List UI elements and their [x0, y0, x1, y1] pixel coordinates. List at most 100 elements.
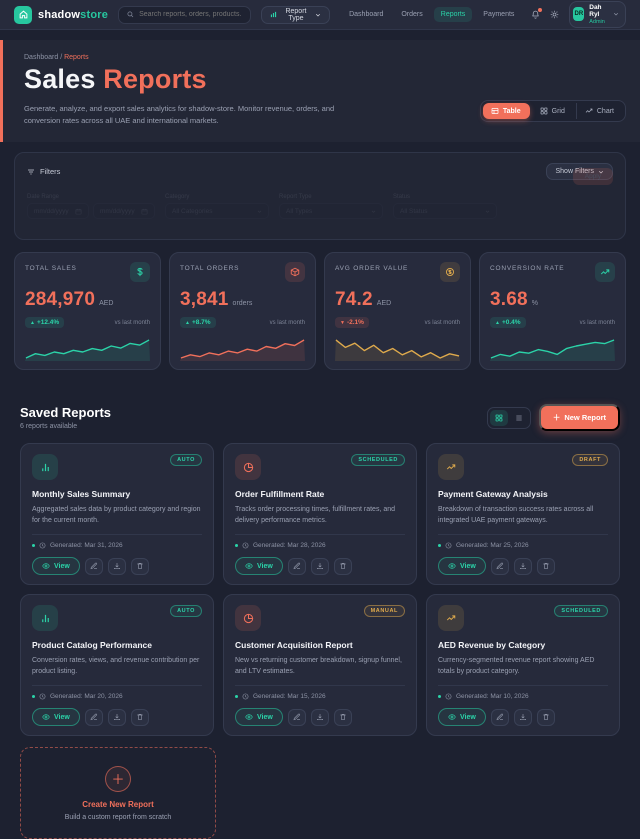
kpi-label: TOTAL SALES: [25, 265, 77, 273]
chevron-down-icon: [315, 12, 321, 18]
report-card: DRAFT Payment Gateway Analysis Breakdown…: [426, 443, 620, 586]
report-generated-meta: Generated: Mar 25, 2026: [438, 534, 608, 549]
view-toggle-chart[interactable]: Chart: [575, 103, 623, 120]
grid-icon: [540, 107, 548, 115]
report-description: Currency-segmented revenue report showin…: [438, 657, 595, 675]
pie-chart-icon: [235, 454, 261, 481]
edit-report-button[interactable]: [490, 557, 509, 575]
report-generated-meta: Generated: Mar 10, 2026: [438, 685, 608, 700]
kpi-stats-row: TOTAL SALES 284,970 AED ▲ +12.4% vs last …: [14, 252, 626, 371]
collapsed-filter-fields: Date Range mm/dd/yyyy mm/dd/yyyy Category Al…: [27, 168, 613, 220]
eye-icon: [42, 713, 50, 721]
nav-link-orders[interactable]: Orders: [401, 11, 423, 18]
status-dot: [32, 695, 35, 699]
date-input[interactable]: mm/dd/yyyy: [93, 203, 155, 220]
clock-icon: [39, 693, 46, 700]
user-menu[interactable]: DR Dah Ryl Admin: [569, 1, 626, 28]
filter-field: Status All Status: [393, 194, 497, 220]
edit-report-button[interactable]: [84, 708, 103, 726]
view-report-button[interactable]: View: [235, 708, 283, 727]
list-view-button[interactable]: [510, 410, 528, 426]
kpi-card: TOTAL SALES 284,970 AED ▲ +12.4% vs last …: [14, 252, 161, 371]
nav-link-reports[interactable]: Reports: [433, 7, 473, 22]
report-description: New vs returning customer breakdown, sig…: [235, 657, 402, 675]
nav-link-dashboard[interactable]: Dashboard: [349, 11, 384, 18]
download-report-button[interactable]: [107, 557, 126, 575]
nav-link-payments[interactable]: Payments: [483, 11, 515, 18]
filter-field: Date Range mm/dd/yyyy mm/dd/yyyy: [27, 194, 155, 220]
filter-icon: [27, 168, 35, 176]
primary-nav: Dashboard Orders Reports Payments: [342, 7, 521, 22]
status-dot: [235, 695, 238, 699]
download-report-button[interactable]: [107, 708, 126, 726]
clock-icon: [242, 693, 249, 700]
status-dot: [235, 544, 238, 548]
filter-select[interactable]: All Status: [393, 203, 497, 220]
delete-report-button[interactable]: [333, 708, 352, 726]
report-type-label: Report Type: [285, 7, 307, 22]
download-report-button[interactable]: [310, 708, 329, 726]
delete-report-button[interactable]: [333, 557, 352, 575]
user-name: Dah Ryl: [589, 4, 602, 19]
edit-report-button[interactable]: [287, 708, 306, 726]
plus-circle-icon: ＋: [105, 765, 131, 792]
global-search[interactable]: [118, 5, 251, 24]
delete-report-button[interactable]: [536, 708, 555, 726]
report-description: Aggregated sales data by product categor…: [32, 506, 201, 524]
kpi-delta-badge: ▲ +0.4%: [490, 317, 526, 329]
breadcrumb-reports: Reports: [64, 54, 89, 61]
trend-icon: [595, 262, 615, 283]
chevron-down-icon: [485, 209, 490, 214]
brand-name: shadowstore: [38, 8, 109, 21]
plus-icon: ＋: [552, 413, 561, 423]
kpi-label: TOTAL ORDERS: [180, 265, 240, 273]
view-report-button[interactable]: View: [235, 557, 283, 576]
apply-filters-button[interactable]: Apply: [572, 168, 613, 186]
delete-report-button[interactable]: [130, 557, 149, 575]
view-report-button[interactable]: View: [438, 708, 486, 727]
page-description: Generate, analyze, and export sales anal…: [24, 104, 335, 125]
kpi-card: CONVERSION RATE 3.68 % ▲ +0.4% vs last mo…: [479, 252, 626, 371]
new-report-button[interactable]: ＋ New Report: [538, 404, 620, 432]
view-toggle-table[interactable]: Table: [482, 103, 530, 120]
report-title: Order Fulfillment Rate: [235, 489, 325, 500]
report-description: Breakdown of transaction success rates a…: [438, 506, 594, 524]
show-filters-button[interactable]: Show Filters: [546, 163, 613, 181]
download-report-button[interactable]: [513, 708, 532, 726]
trend-chart-icon: [438, 454, 464, 481]
chevron-down-icon: [598, 169, 604, 175]
view-report-button[interactable]: View: [438, 557, 486, 576]
kpi-delta-badge: ▼ -2.1%: [335, 317, 369, 329]
pie-chart-icon: [235, 605, 261, 632]
date-input[interactable]: mm/dd/yyyy: [27, 203, 89, 220]
edit-report-button[interactable]: [490, 708, 509, 726]
kpi-delta-badge: ▲ +12.4%: [25, 317, 65, 329]
kpi-compare-label: vs last month: [424, 319, 460, 326]
notifications-bell-icon[interactable]: [531, 7, 543, 19]
view-report-button[interactable]: View: [32, 557, 80, 576]
theme-toggle-sun-icon[interactable]: [550, 10, 559, 19]
search-input[interactable]: [139, 11, 242, 18]
filter-select[interactable]: All Types: [279, 203, 383, 220]
breadcrumb-dashboard[interactable]: Dashboard: [24, 54, 59, 61]
user-role: Admin: [589, 18, 605, 25]
delete-report-button[interactable]: [130, 708, 149, 726]
grid-view-button[interactable]: [489, 409, 508, 426]
filter-select[interactable]: All Categories: [165, 203, 269, 220]
edit-report-button[interactable]: [84, 557, 103, 575]
bars-chart-icon: [32, 605, 58, 632]
kpi-compare-label: vs last month: [114, 319, 150, 326]
download-report-button[interactable]: [310, 557, 329, 575]
download-report-button[interactable]: [513, 557, 532, 575]
create-new-report-card[interactable]: ＋ Create New Report Build a custom repor…: [20, 747, 216, 839]
saved-reports-grid: AUTO Monthly Sales Summary Aggregated sa…: [20, 443, 620, 737]
brand[interactable]: shadowstore: [14, 5, 109, 24]
layout-toggle: [486, 406, 531, 429]
report-type-dropdown[interactable]: Report Type: [260, 5, 331, 24]
view-toggle-grid[interactable]: Grid: [532, 103, 574, 119]
dollar-icon: [130, 262, 150, 283]
kpi-unit: %: [531, 300, 539, 308]
view-report-button[interactable]: View: [32, 708, 80, 727]
edit-report-button[interactable]: [287, 557, 306, 575]
delete-report-button[interactable]: [536, 557, 555, 575]
